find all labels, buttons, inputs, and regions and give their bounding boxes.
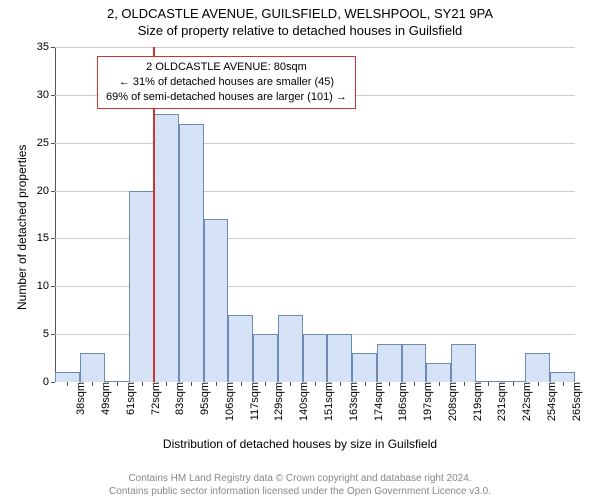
xtick-mark [389,382,390,386]
xtick-mark [340,382,341,386]
xtick-label: 151sqm [319,382,335,421]
xtick-mark [92,382,93,386]
legend-line-1: 2 OLDCASTLE AVENUE: 80sqm [106,60,347,75]
x-axis-label: Distribution of detached houses by size … [0,437,600,451]
histogram-bar [253,334,278,382]
xtick-mark [166,382,167,386]
xtick-label: 197sqm [418,382,434,421]
histogram-bar [204,219,229,382]
xtick-mark [67,382,68,386]
xtick-label: 174sqm [369,382,385,421]
histogram-bar [352,353,377,382]
ytick-label: 25 [37,137,55,149]
xtick-mark [538,382,539,386]
xtick-mark [563,382,564,386]
xtick-mark [315,382,316,386]
y-axis [55,47,56,382]
xtick-label: 106sqm [220,382,236,421]
histogram-bar [327,334,352,382]
ytick-label: 0 [43,376,55,388]
legend-line-2: ← 31% of detached houses are smaller (45… [106,75,347,90]
footer-line-1: Contains HM Land Registry data © Crown c… [0,472,600,485]
histogram-bar [154,114,179,382]
histogram-bar [179,124,204,382]
histogram-bar [377,344,402,382]
xtick-mark [265,382,266,386]
page-title: 2, OLDCASTLE AVENUE, GUILSFIELD, WELSHPO… [0,0,600,21]
xtick-label: 83sqm [170,382,186,415]
xtick-mark [216,382,217,386]
xtick-label: 129sqm [269,382,285,421]
xtick-label: 265sqm [567,382,583,421]
ytick-label: 15 [37,232,55,244]
ytick-label: 20 [37,185,55,197]
xtick-mark [488,382,489,386]
xtick-label: 208sqm [443,382,459,421]
xtick-label: 163sqm [344,382,360,421]
histogram-bar [228,315,253,382]
histogram-bar [550,372,575,382]
histogram-bar [303,334,328,382]
xtick-label: 38sqm [71,382,87,415]
page-subtitle: Size of property relative to detached ho… [0,23,600,38]
histogram-bar [402,344,427,382]
footer-line-2: Contains public sector information licen… [0,485,600,498]
xtick-label: 242sqm [517,382,533,421]
histogram-bar [55,372,80,382]
xtick-mark [439,382,440,386]
histogram-bar [129,191,154,382]
xtick-mark [241,382,242,386]
xtick-label: 95sqm [195,382,211,415]
xtick-label: 140sqm [294,382,310,421]
histogram-bar [426,363,451,382]
xtick-label: 254sqm [542,382,558,421]
xtick-mark [414,382,415,386]
xtick-label: 231sqm [492,382,508,421]
xtick-label: 49sqm [96,382,112,415]
xtick-label: 186sqm [393,382,409,421]
xtick-mark [290,382,291,386]
xtick-mark [142,382,143,386]
xtick-label: 117sqm [245,382,261,420]
xtick-label: 72sqm [146,382,162,415]
histogram-bar [278,315,303,382]
ytick-label: 5 [43,328,55,340]
y-axis-label: Number of detached properties [15,144,29,309]
xtick-mark [117,382,118,386]
xtick-mark [464,382,465,386]
xtick-mark [365,382,366,386]
legend-box: 2 OLDCASTLE AVENUE: 80sqm← 31% of detach… [97,56,356,109]
legend-line-3: 69% of semi-detached houses are larger (… [106,90,347,105]
xtick-label: 219sqm [468,382,484,421]
xtick-mark [191,382,192,386]
histogram-bar [525,353,550,382]
ytick-label: 35 [37,41,55,53]
histogram-plot: 0510152025303538sqm49sqm61sqm72sqm83sqm9… [55,47,575,382]
xtick-label: 61sqm [121,382,137,415]
histogram-bar [80,353,105,382]
ytick-label: 10 [37,280,55,292]
gridline [55,143,575,144]
footer-note: Contains HM Land Registry data © Crown c… [0,472,600,498]
histogram-bar [451,344,476,382]
gridline [55,47,575,48]
ytick-label: 30 [37,89,55,101]
xtick-mark [513,382,514,386]
